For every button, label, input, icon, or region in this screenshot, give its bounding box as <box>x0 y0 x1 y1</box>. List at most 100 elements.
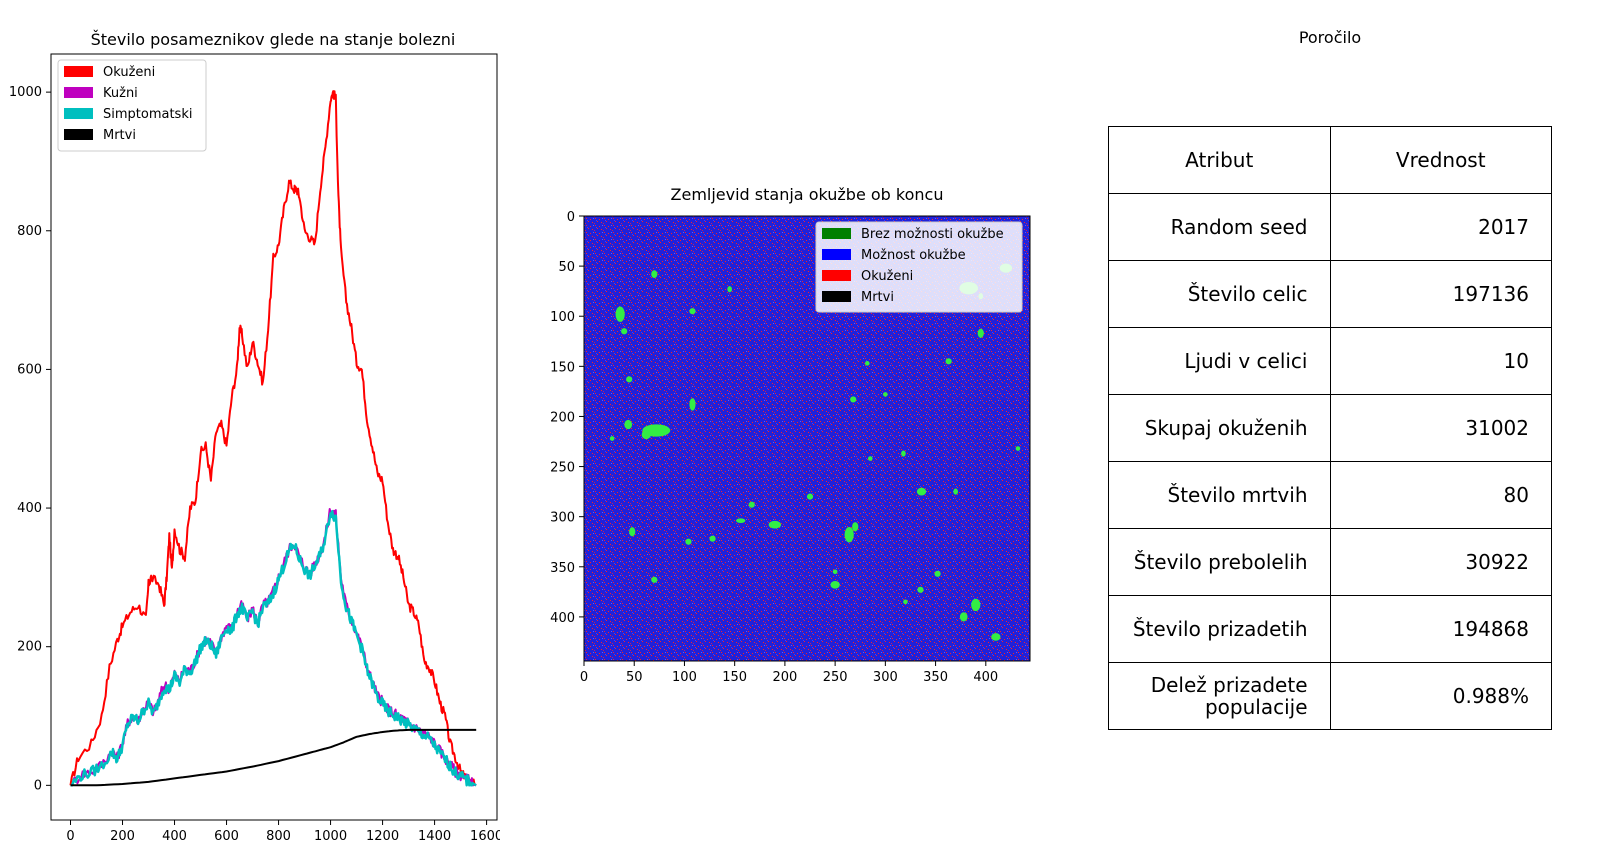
map-legend-swatch <box>822 228 851 239</box>
no-infection-patch <box>748 501 755 508</box>
table-row: Število celic 197136 <box>1108 260 1552 328</box>
no-infection-patch <box>689 308 696 315</box>
no-infection-patch <box>621 328 628 335</box>
map-legend: Brez možnosti okužbe Možnost okužbe Okužen… <box>815 221 1023 313</box>
series-line-2 <box>70 509 477 787</box>
attribute-cell: Število celic <box>1108 260 1331 328</box>
x-tick-label: 800 <box>266 829 291 844</box>
legend-label: Kužni <box>103 86 138 101</box>
no-infection-patch <box>852 522 859 532</box>
no-infection-patch <box>883 392 888 397</box>
map-legend-label: Mrtvi <box>861 290 894 305</box>
y-tick-label: 800 <box>17 224 42 239</box>
value-cell: 197136 <box>1329 260 1552 328</box>
x-tick-label: 1000 <box>314 829 347 844</box>
attribute-cell: Število prebolelih <box>1108 528 1331 596</box>
value-cell: 2017 <box>1329 193 1552 261</box>
no-infection-patch <box>934 570 941 577</box>
table-row: Število prizadetih 194868 <box>1108 595 1552 663</box>
disease-state-line-chart: Število posameznikov glede na stanje bol… <box>9 30 500 844</box>
no-infection-patch <box>736 518 746 523</box>
table-row: Število prebolelih 30922 <box>1108 528 1552 596</box>
no-infection-patch <box>971 598 981 612</box>
x-tick-label: 1200 <box>366 829 399 844</box>
map-legend-label: Možnost okužbe <box>861 248 966 263</box>
x-tick-label: 1600 <box>470 829 500 844</box>
map-x-tick-label: 350 <box>923 670 948 685</box>
x-tick-label: 0 <box>66 829 74 844</box>
series-line-1 <box>70 508 477 787</box>
table-row: Skupaj okuženih 31002 <box>1108 394 1552 462</box>
map-legend-box <box>815 221 1023 313</box>
map-x-tick-label: 250 <box>823 670 848 685</box>
x-tick-label: 400 <box>162 829 187 844</box>
no-infection-patch <box>689 398 696 411</box>
no-infection-patch <box>850 396 857 403</box>
header-value: Vrednost <box>1329 126 1552 194</box>
legend-label: Simptomatski <box>103 107 192 122</box>
map-legend-label: Brez možnosti okužbe <box>861 227 1004 242</box>
map-y-tick-label: 300 <box>550 511 575 526</box>
no-infection-patch <box>629 527 636 537</box>
attribute-cell: Skupaj okuženih <box>1108 394 1331 462</box>
no-infection-patch <box>844 527 854 543</box>
line-chart-x-axis: 0 200 400 600 800 1000 1200 1400 1600 <box>66 820 500 844</box>
line-chart-series-group <box>69 90 477 787</box>
map-legend-label: Okuženi <box>861 269 913 284</box>
no-infection-patch <box>977 328 984 338</box>
line-chart-plot-area <box>50 53 498 821</box>
value-cell: 30922 <box>1329 528 1552 596</box>
no-infection-patch <box>867 456 873 461</box>
value-cell: 80 <box>1329 461 1552 529</box>
y-tick-label: 1000 <box>9 85 42 100</box>
table-row: Ljudi v celici 10 <box>1108 327 1552 395</box>
x-tick-label: 200 <box>110 829 135 844</box>
x-tick-label: 1400 <box>418 829 451 844</box>
legend-box <box>57 59 207 152</box>
line-chart-title: Število posameznikov glede na stanje bol… <box>91 30 456 49</box>
header-attribute: Atribut <box>1108 126 1331 194</box>
no-infection-patch <box>991 633 1001 641</box>
no-infection-patch <box>901 450 906 457</box>
report-table: Atribut Vrednost Random seed 2017 Število… <box>1108 126 1552 730</box>
map-x-axis: 0 50 100 150 200 250 300 350 400 <box>580 661 998 685</box>
no-infection-patch <box>864 361 870 366</box>
no-infection-patch <box>651 270 658 278</box>
no-infection-patch <box>651 576 658 583</box>
no-infection-patch <box>832 569 838 575</box>
map-y-tick-label: 0 <box>567 210 575 225</box>
x-tick-label: 600 <box>214 829 239 844</box>
map-y-tick-label: 200 <box>550 410 575 425</box>
value-cell: 10 <box>1329 327 1552 395</box>
map-y-tick-label: 100 <box>550 310 575 325</box>
attribute-cell: Število mrtvih <box>1108 461 1331 529</box>
report-header-row: Atribut Vrednost <box>1108 126 1552 194</box>
no-infection-patch <box>830 580 840 589</box>
legend-swatch <box>64 87 93 98</box>
map-legend-swatch <box>822 270 851 281</box>
map-chart-title: Zemljevid stanja okužbe ob koncu <box>671 185 944 204</box>
legend-label: Okuženi <box>103 65 155 80</box>
table-row: Random seed 2017 <box>1108 193 1552 261</box>
no-infection-patch <box>916 487 927 496</box>
no-infection-patch <box>917 586 924 593</box>
no-infection-patch <box>953 488 958 495</box>
y-tick-label: 600 <box>17 362 42 377</box>
map-legend-swatch <box>822 291 851 302</box>
no-infection-patch <box>727 286 732 293</box>
y-tick-label: 200 <box>17 640 42 655</box>
no-infection-patch <box>609 436 615 441</box>
line-chart-legend: Okuženi Kužni Simptomatski Mrtvi <box>57 59 207 152</box>
map-y-axis: 0 50 100 150 200 250 300 350 400 <box>550 210 584 626</box>
y-tick-label: 0 <box>34 778 42 793</box>
map-x-tick-label: 400 <box>973 670 998 685</box>
map-x-tick-label: 0 <box>580 670 588 685</box>
no-infection-patch <box>768 520 782 529</box>
map-y-tick-label: 50 <box>558 260 575 275</box>
table-row: Število mrtvih 80 <box>1108 461 1552 529</box>
no-infection-patch <box>709 535 716 542</box>
map-y-tick-label: 350 <box>550 561 575 576</box>
no-infection-patch <box>641 429 651 440</box>
no-infection-patch <box>624 419 633 430</box>
attribute-cell: Število prizadetih <box>1108 595 1331 663</box>
